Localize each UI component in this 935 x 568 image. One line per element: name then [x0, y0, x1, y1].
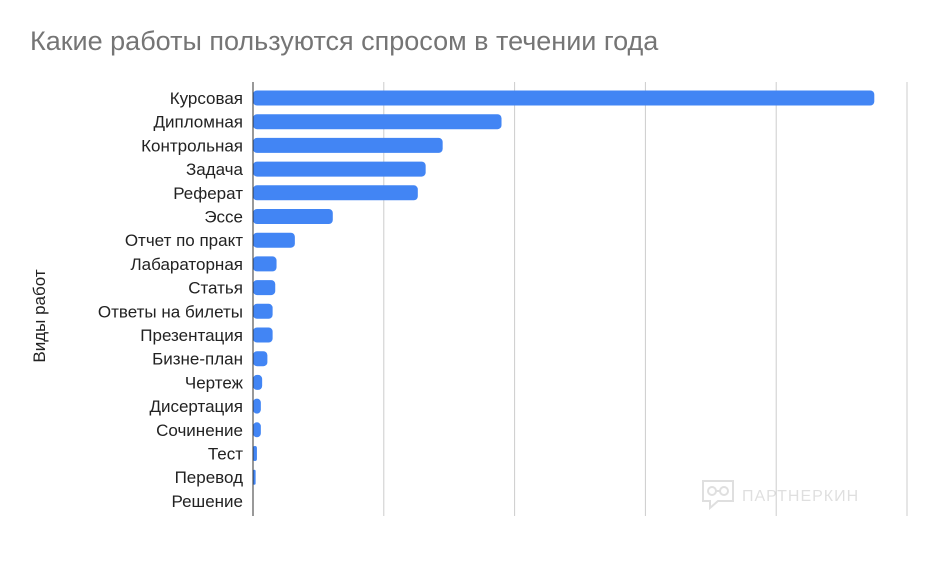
category-label: Статья	[188, 279, 243, 298]
category-label: Ответы на билеты	[98, 302, 243, 321]
category-label: Сочинение	[156, 421, 243, 440]
category-labels: Курсовая Дипломная Контрольная Задача Рефера…	[98, 89, 244, 511]
category-label: Реферат	[173, 184, 243, 203]
category-label: Контрольная	[141, 136, 243, 155]
chat-glasses-icon	[700, 478, 736, 515]
bar	[253, 351, 268, 367]
bar	[253, 398, 261, 414]
bar	[253, 209, 333, 224]
category-label: Дипломная	[153, 113, 243, 132]
bar	[253, 114, 502, 130]
bar	[253, 280, 276, 296]
category-label: Перевод	[175, 468, 244, 487]
category-label: Презентация	[140, 326, 243, 345]
category-label: Отчет по практ	[125, 231, 243, 250]
bar	[253, 446, 257, 461]
bar	[253, 232, 295, 248]
bar	[253, 161, 426, 177]
category-label: Эссе	[204, 208, 243, 227]
category-label: Дисертация	[149, 397, 243, 416]
chart-title: Какие работы пользуются спросом в течени…	[30, 26, 659, 56]
bar	[253, 303, 273, 319]
category-label: Курсовая	[170, 89, 243, 108]
category-label: Бизне-план	[152, 350, 243, 369]
bar	[253, 422, 261, 438]
watermark: ПАРТНЕРКИН	[700, 478, 859, 515]
category-label: Задача	[186, 160, 244, 179]
category-label: Решение	[172, 492, 243, 511]
bars	[253, 90, 875, 485]
category-label: Лабараторная	[130, 255, 243, 274]
bar	[253, 469, 256, 485]
bar	[253, 90, 875, 106]
bar	[253, 374, 263, 390]
watermark-text: ПАРТНЕРКИН	[742, 487, 860, 505]
category-label: Тест	[208, 445, 243, 464]
bar	[253, 185, 418, 201]
bar	[253, 137, 443, 153]
gridlines	[383, 82, 908, 516]
category-label: Чертеж	[185, 373, 244, 392]
bar	[253, 327, 273, 343]
bar	[253, 256, 277, 272]
y-axis-title: Виды работ	[30, 269, 49, 362]
